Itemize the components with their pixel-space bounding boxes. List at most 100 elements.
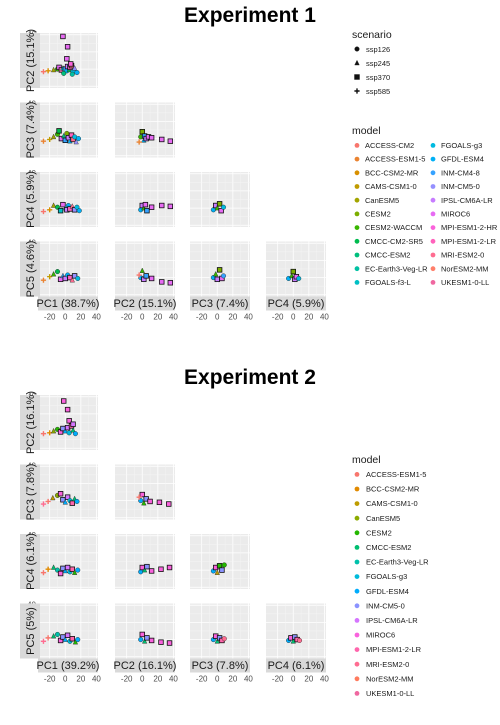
data-point — [148, 204, 155, 210]
data-point — [141, 566, 148, 573]
data-point — [141, 638, 148, 644]
data-point — [61, 398, 67, 404]
legend-key-model — [354, 238, 360, 244]
strip-background — [266, 658, 326, 673]
legend-label: INM-CM4-8 — [441, 168, 480, 177]
data-point — [167, 138, 174, 144]
x-tick-label: -20 — [196, 313, 208, 322]
data-point — [75, 567, 81, 573]
x-strip-label: PC1 (39.2%) — [37, 660, 100, 672]
x-tick-label: 40 — [92, 675, 101, 684]
x-strip-label: PC4 (6.1%) — [268, 660, 325, 672]
data-point — [159, 136, 165, 143]
legend-label: UKESM1-0-LL — [441, 278, 489, 287]
data-point — [221, 562, 227, 568]
legend-title: model — [352, 454, 381, 466]
data-point — [40, 69, 47, 75]
data-point — [72, 431, 78, 437]
x-tick-label: -20 — [196, 675, 208, 684]
legend-key-ssp126 — [354, 46, 360, 52]
x-tick-label: 20 — [304, 313, 313, 322]
data-point — [148, 135, 155, 141]
legend-key-model — [430, 266, 436, 272]
data-point — [45, 566, 51, 572]
panel-pc4-vs-pc2 — [115, 172, 175, 227]
x-strip-label: PC3 (7.8%) — [192, 660, 249, 672]
legend-key-model — [354, 156, 360, 162]
legend-label: UKESM1-0-LL — [366, 689, 414, 698]
data-point — [159, 202, 165, 209]
data-point — [69, 636, 75, 642]
legend-label: INM-CM5-0 — [366, 601, 405, 610]
data-point — [142, 201, 149, 208]
data-point — [64, 564, 71, 571]
data-point — [144, 635, 150, 641]
data-point — [50, 66, 57, 73]
legend-label: GFDL-ESM4 — [441, 155, 484, 164]
y-strip-label: PC2 (15.1%) — [25, 29, 37, 92]
strip-background — [20, 534, 40, 589]
data-point — [166, 501, 172, 507]
legend-key-model — [354, 574, 360, 579]
y-strip-4: PC5 (4.6%) — [20, 241, 40, 298]
data-point — [143, 273, 149, 279]
legend-label: NorESM2-MM — [441, 264, 489, 273]
strip-background — [115, 658, 175, 673]
x-strip-label: PC2 (16.1%) — [114, 660, 177, 672]
x-tick-label: 20 — [228, 313, 237, 322]
data-point — [216, 201, 223, 207]
data-point — [139, 491, 145, 498]
legend-label: MIROC6 — [441, 210, 470, 219]
data-point — [62, 636, 68, 642]
legend-key-model — [430, 170, 436, 176]
x-tick-label: -20 — [272, 675, 284, 684]
x-strip-label: PC4 (5.9%) — [268, 298, 325, 310]
data-point — [57, 207, 64, 214]
data-point — [64, 406, 71, 413]
legend-label: GFDL-ESM4 — [366, 587, 409, 596]
x-tick-label: 0 — [140, 675, 145, 684]
x-tick-label: 40 — [169, 313, 178, 322]
legend-label: MPI-ESM1-2-LR — [441, 237, 497, 246]
panel-pc3-vs-pc2 — [115, 464, 175, 520]
data-point — [218, 207, 224, 214]
legend-title: scenario — [352, 29, 392, 41]
strip-background — [20, 241, 40, 297]
y-strip-2: PC3 (7.4%) — [20, 102, 40, 158]
x-strip-2: PC3 (7.8%) -20 0 20 40 — [190, 658, 253, 684]
x-tick-label: 0 — [63, 313, 68, 322]
data-point — [76, 136, 82, 142]
x-strip-0: PC1 (38.7%) -20 0 20 40 — [37, 296, 101, 322]
data-point — [136, 139, 142, 145]
data-point — [214, 204, 220, 211]
y-strip-label: PC5 (4.6%) — [25, 241, 37, 298]
legend-key-model — [354, 676, 360, 682]
data-point — [47, 207, 53, 213]
x-tick-label: 0 — [291, 313, 296, 322]
legend-label: ssp245 — [366, 59, 390, 68]
strip-background — [20, 33, 40, 88]
y-strip-label: PC3 (7.8%) — [25, 464, 37, 521]
legend-key-model — [354, 603, 360, 609]
panel-pc5-vs-pc4 — [266, 241, 326, 297]
legend-key-model — [430, 225, 436, 231]
y-strip-label: PC5 (5%) — [25, 607, 37, 655]
x-tick-label: -20 — [121, 675, 133, 684]
legend-key-model — [354, 632, 360, 638]
x-tick-label: 20 — [153, 313, 162, 322]
legend-label: CESM2-WACCM — [365, 223, 422, 232]
strip-background — [38, 296, 98, 311]
panel-pc4-vs-pc3 — [190, 534, 250, 589]
data-point — [40, 138, 47, 144]
x-tick-label: 20 — [153, 675, 162, 684]
data-point — [60, 201, 66, 208]
legend-key-model — [354, 211, 360, 217]
data-point — [50, 271, 57, 277]
legend-label: CMCC-CM2-SR5 — [365, 237, 423, 246]
legend-key-model — [354, 280, 360, 285]
strip-background — [266, 296, 326, 311]
